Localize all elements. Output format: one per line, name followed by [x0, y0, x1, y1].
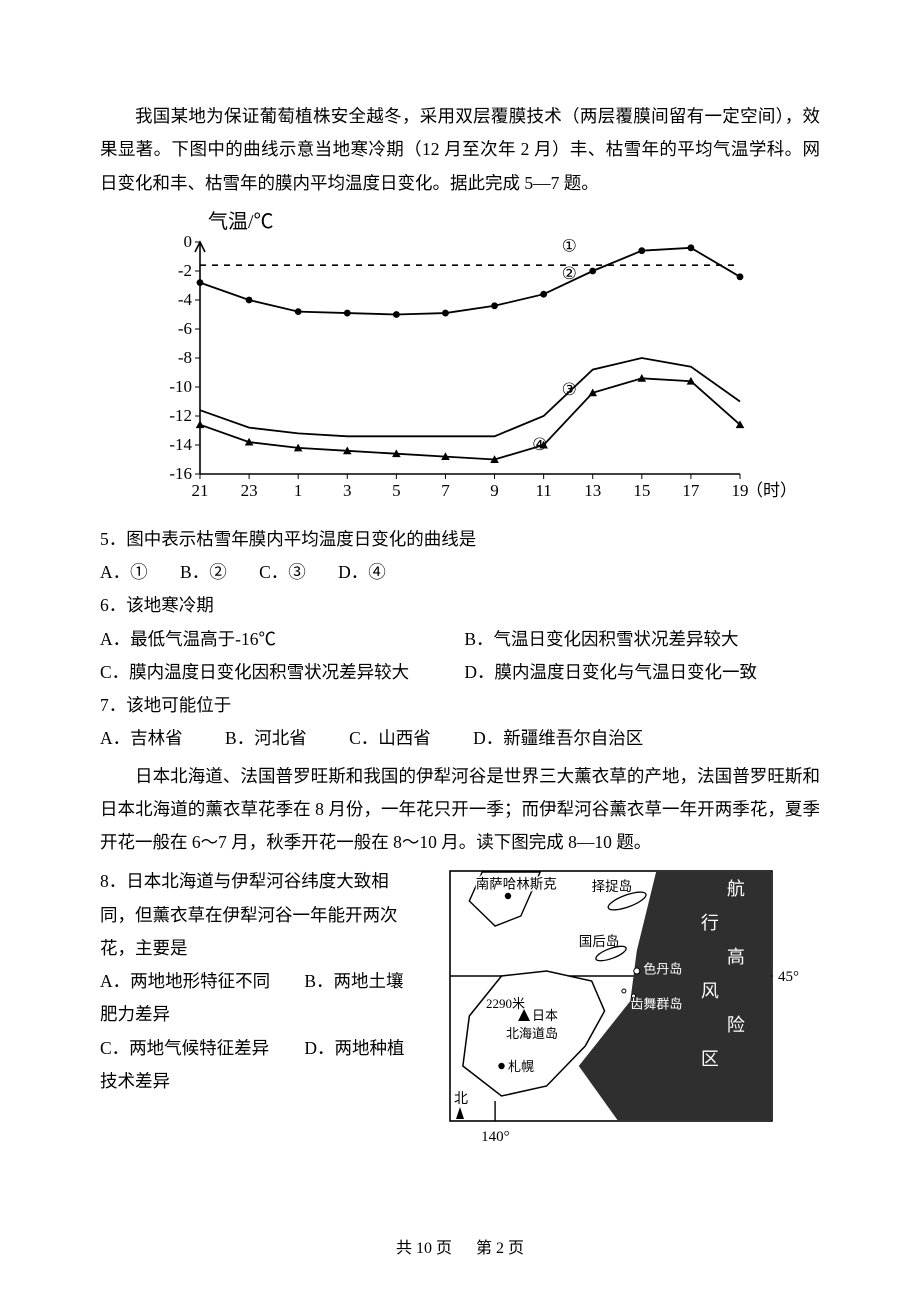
page-footer: 共 10 页 第 2 页 [0, 1234, 920, 1258]
q7-opt-b: B．河北省 [225, 722, 307, 755]
svg-text:色丹岛: 色丹岛 [643, 962, 682, 977]
svg-text:3: 3 [343, 481, 352, 500]
passage-intro-2: 日本北海道、法国普罗旺斯和我国的伊犁河谷是世界三大薰衣草的产地，法国普罗旺斯和日… [100, 760, 820, 860]
q6-opt-b: B．气温日变化因积雪状况差异较大 [464, 629, 738, 649]
question-6-row2: C．膜内温度日变化因积雪状况差异较大 D．膜内温度日变化与气温日变化一致 [100, 656, 820, 689]
svg-text:险: 险 [727, 1015, 745, 1035]
svg-text:北海道岛: 北海道岛 [506, 1026, 558, 1041]
svg-text:45°: 45° [778, 969, 799, 985]
q5-opt-b: B．② [180, 556, 227, 589]
question-8-block: 8．日本北海道与伊犁河谷纬度大致相同，但薰衣草在伊犁河谷一年能开两次花，主要是 … [100, 865, 420, 1098]
svg-text:0: 0 [184, 232, 193, 251]
svg-text:-4: -4 [178, 290, 193, 309]
svg-text:札幌: 札幌 [508, 1059, 534, 1074]
svg-text:13: 13 [584, 481, 601, 500]
svg-text:航: 航 [727, 879, 745, 899]
footer-current: 第 2 页 [476, 1240, 524, 1257]
question-8-stem: 8．日本北海道与伊犁河谷纬度大致相同，但薰衣草在伊犁河谷一年能开两次花，主要是 [100, 865, 420, 965]
svg-text:②: ② [562, 264, 577, 283]
q8-opt-c: C．两地气候特征差异 [100, 1032, 300, 1065]
q5-opt-c: C．③ [259, 556, 306, 589]
svg-text:7: 7 [441, 481, 450, 500]
q6-opt-c: C．膜内温度日变化因积雪状况差异较大 [100, 656, 460, 689]
svg-text:①: ① [562, 236, 577, 255]
q5-opt-d: D．④ [338, 556, 386, 589]
svg-text:15: 15 [633, 481, 650, 500]
svg-text:③: ③ [562, 380, 577, 399]
svg-text:（时）: （时） [746, 481, 790, 500]
svg-text:国后岛: 国后岛 [579, 934, 620, 949]
svg-text:9: 9 [490, 481, 499, 500]
q8-row2: C．两地气候特征差异 D．两地种植技术差异 [100, 1032, 420, 1099]
svg-text:④: ④ [532, 435, 547, 454]
svg-text:5: 5 [392, 481, 401, 500]
q8-opt-a: A．两地地形特征不同 [100, 965, 300, 998]
q8-row1: A．两地地形特征不同 B．两地土壤肥力差异 [100, 965, 420, 1032]
svg-text:140°: 140° [481, 1129, 510, 1145]
question-5-stem: 5．图中表示枯雪年膜内平均温度日变化的曲线是 [100, 523, 820, 556]
svg-text:-8: -8 [178, 348, 192, 367]
svg-text:11: 11 [535, 481, 551, 500]
page: 我国某地为保证葡萄植株安全越冬，采用双层覆膜技术（两层覆膜间留有一定空间），效果… [0, 0, 920, 1298]
q7-opt-a: A．吉林省 [100, 722, 183, 755]
passage-intro-1: 我国某地为保证葡萄植株安全越冬，采用双层覆膜技术（两层覆膜间留有一定空间），效果… [100, 100, 820, 200]
svg-text:行: 行 [701, 913, 719, 933]
q8-and-map-row: 8．日本北海道与伊犁河谷纬度大致相同，但薰衣草在伊犁河谷一年能开两次花，主要是 … [100, 865, 820, 1165]
question-6-row1: A．最低气温高于-16℃ B．气温日变化因积雪状况差异较大 [100, 623, 820, 656]
svg-text:北: 北 [454, 1091, 468, 1107]
q7-opt-c: C．山西省 [349, 722, 431, 755]
question-5-options: A．① B．② C．③ D．④ [100, 556, 820, 589]
svg-text:-6: -6 [178, 319, 192, 338]
footer-total: 共 10 页 [396, 1240, 452, 1257]
svg-text:17: 17 [682, 481, 700, 500]
svg-text:1: 1 [294, 481, 303, 500]
temperature-chart: 气温/℃0-2-4-6-8-10-12-14-16212313579111315… [130, 208, 790, 513]
svg-text:-12: -12 [169, 406, 192, 425]
svg-text:南萨哈林斯克: 南萨哈林斯克 [476, 877, 557, 892]
q7-opt-d: D．新疆维吾尔自治区 [473, 722, 643, 755]
svg-text:风: 风 [701, 981, 719, 1001]
svg-text:区: 区 [701, 1049, 719, 1069]
question-6-stem: 6．该地寒冷期 [100, 589, 820, 622]
svg-text:-14: -14 [169, 435, 192, 454]
q5-opt-a: A．① [100, 556, 148, 589]
svg-text:-10: -10 [169, 377, 192, 396]
svg-text:日本: 日本 [532, 1008, 558, 1023]
hokkaido-map: 45° 140° 航行高风险区 南萨哈林斯克 择捉岛国后岛色丹岛齿舞群岛 2290米日本北… [442, 865, 812, 1165]
q6-opt-a: A．最低气温高于-16℃ [100, 623, 460, 656]
svg-text:2290米: 2290米 [486, 996, 525, 1011]
svg-text:-16: -16 [169, 464, 192, 483]
svg-text:气温/℃: 气温/℃ [208, 210, 274, 233]
svg-text:21: 21 [192, 481, 209, 500]
svg-text:23: 23 [241, 481, 258, 500]
question-7-stem: 7．该地可能位于 [100, 689, 820, 722]
q6-opt-d: D．膜内温度日变化与气温日变化一致 [464, 662, 757, 682]
svg-text:择捉岛: 择捉岛 [592, 879, 633, 894]
svg-text:齿舞群岛: 齿舞群岛 [630, 997, 682, 1012]
svg-text:高: 高 [727, 947, 745, 967]
svg-text:-2: -2 [178, 261, 192, 280]
question-7-options: A．吉林省 B．河北省 C．山西省 D．新疆维吾尔自治区 [100, 722, 820, 755]
